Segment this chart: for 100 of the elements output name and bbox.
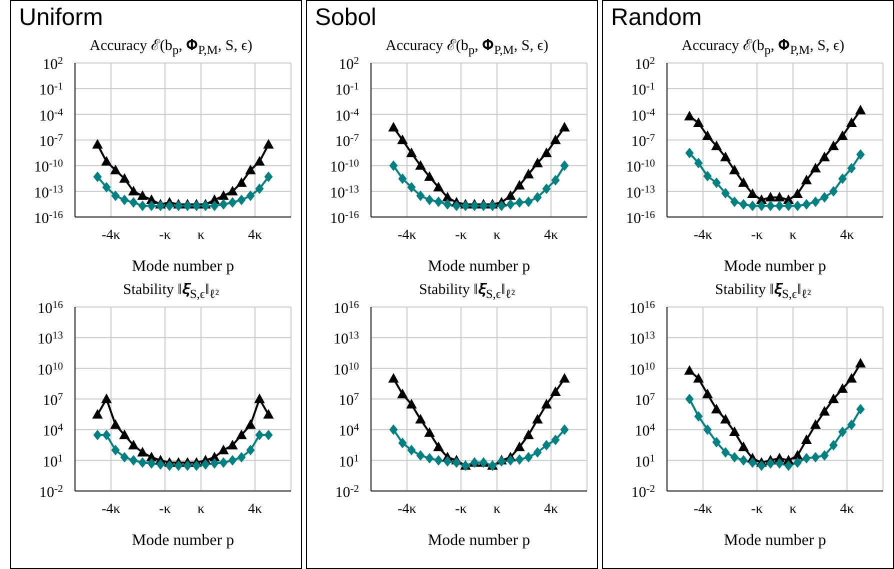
y-tick-label: 10$^{-1}$ (631, 81, 655, 99)
point (684, 366, 694, 375)
y-tick-label: 10$^{-13}$ (330, 184, 359, 202)
point (515, 197, 524, 208)
point (524, 169, 534, 178)
point (532, 158, 542, 168)
point (228, 197, 237, 208)
point (192, 200, 201, 211)
point (246, 445, 255, 456)
y-tick-label: 10$^{13}$ (38, 330, 63, 348)
x-tick-label: -4κ (102, 228, 120, 243)
point (730, 165, 740, 174)
point (846, 374, 856, 383)
point (425, 453, 434, 464)
point (720, 152, 730, 162)
point (748, 200, 757, 211)
point (93, 172, 102, 182)
x-tick-label: κ (197, 228, 205, 243)
point (856, 404, 865, 414)
point (811, 196, 820, 207)
point (721, 447, 730, 458)
point (712, 437, 721, 448)
point (802, 434, 812, 444)
point (560, 160, 569, 171)
point (542, 440, 551, 450)
point (775, 200, 784, 211)
y-tick-label: 10$^{-16}$ (330, 210, 359, 227)
point (398, 174, 407, 184)
point (730, 452, 739, 462)
point (820, 450, 829, 460)
point (524, 430, 534, 440)
point (792, 188, 802, 198)
point (738, 178, 748, 187)
point (120, 452, 129, 462)
point (524, 452, 533, 462)
y-tick-label: 10$^{-4}$ (631, 106, 656, 124)
y-tick-label: 10$^{13}$ (334, 330, 359, 348)
point (820, 152, 830, 162)
x-tick-label: 4κ (544, 228, 558, 243)
point (398, 438, 407, 448)
point (237, 194, 246, 205)
point (757, 200, 766, 211)
point (551, 175, 560, 186)
point (183, 460, 192, 471)
point (532, 414, 542, 424)
point (820, 192, 829, 202)
point (560, 122, 570, 132)
point (847, 420, 856, 430)
point (792, 450, 802, 460)
point (219, 458, 228, 468)
y-tick-label: 10$^{-2}$ (631, 484, 655, 501)
point (102, 156, 112, 166)
y-tick-label: 10$^{-13}$ (626, 184, 655, 202)
chart-subtitle: Accuracy ℰ(b$_{p}$, 𝚽$_{P,M}$, S, ϵ) (88, 37, 254, 57)
point (218, 445, 228, 454)
point (685, 148, 694, 158)
point (219, 199, 228, 210)
point (156, 459, 165, 470)
point (856, 358, 866, 368)
point (246, 190, 255, 201)
chart-title: Uniform (18, 3, 104, 33)
point (820, 406, 830, 416)
point (829, 440, 838, 450)
point (748, 458, 757, 468)
point (434, 182, 444, 192)
point (712, 178, 721, 188)
point (389, 424, 398, 435)
point (120, 174, 130, 183)
point (703, 171, 712, 182)
point (442, 192, 452, 202)
y-tick-label: 10$^{-16}$ (34, 210, 63, 227)
point (685, 394, 694, 404)
point (416, 160, 426, 170)
point (838, 174, 847, 184)
point (550, 135, 560, 144)
y-tick-label: 10$^{-16}$ (626, 210, 655, 227)
y-tick-label: 10$^{4}$ (634, 422, 656, 440)
point (398, 135, 408, 144)
point (479, 200, 488, 211)
point (264, 410, 274, 419)
point (388, 374, 398, 383)
y-tick-label: 10$^{-1}$ (335, 81, 359, 99)
point (730, 196, 739, 207)
point (138, 447, 148, 456)
point (192, 460, 201, 471)
point (434, 455, 443, 466)
point (550, 386, 560, 396)
x-tick-label: κ (197, 502, 205, 517)
point (551, 434, 560, 445)
point (542, 399, 552, 408)
point (111, 445, 120, 456)
point (828, 394, 838, 404)
x-tick-label: -κ (751, 502, 763, 517)
point (210, 458, 219, 468)
point (560, 424, 569, 435)
point (218, 190, 228, 200)
point (828, 140, 838, 150)
y-tick-label: 10$^{-1}$ (39, 81, 63, 99)
point (802, 175, 812, 184)
point (774, 192, 784, 202)
